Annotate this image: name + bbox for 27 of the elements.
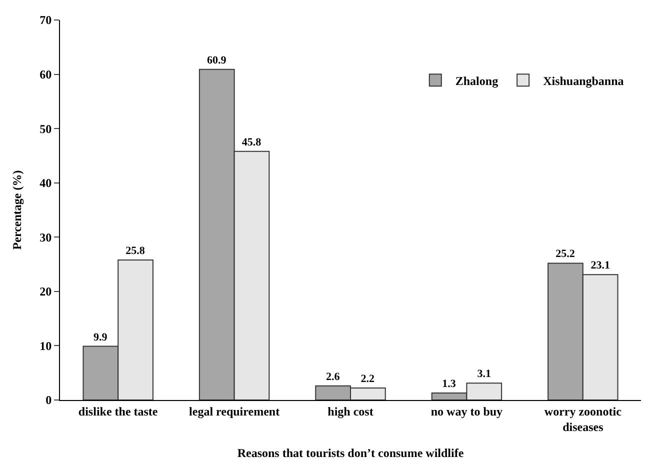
y-tick-label: 70 — [40, 13, 52, 28]
y-tick-label: 30 — [40, 230, 52, 244]
y-tick-label: 0 — [46, 393, 52, 408]
legend-label: Zhalong — [455, 74, 498, 88]
y-tick-label: 50 — [40, 122, 52, 136]
data-label: 3.1 — [477, 368, 492, 380]
y-tick-label: 10 — [40, 338, 52, 353]
data-label: 1.3 — [442, 378, 456, 390]
data-label: 25.8 — [126, 244, 146, 257]
data-label: 60.9 — [206, 54, 227, 66]
data-label: 45.8 — [242, 136, 262, 148]
legend-label: Xishuangbanna — [543, 74, 624, 88]
y-tick-label: 20 — [40, 284, 52, 299]
x-axis-title: Reasons that tourists don’t consume wildlife — [237, 446, 464, 460]
x-tick-label: worry zoonotic diseases — [544, 404, 622, 434]
data-label: 25.2 — [556, 248, 576, 260]
data-label: 2.6 — [326, 370, 340, 383]
y-axis-title: Percentage (%) — [10, 170, 24, 250]
y-tick-label: 40 — [40, 176, 52, 190]
x-tick-label: legal requirement — [189, 404, 280, 418]
data-label: 23.1 — [590, 260, 610, 272]
x-tick-label: no way to buy — [430, 404, 503, 418]
data-label: 2.2 — [360, 373, 376, 386]
data-label: 9.9 — [94, 331, 108, 344]
x-tick-label: high cost — [328, 404, 374, 418]
y-tick-label: 60 — [40, 67, 52, 82]
x-tick-label: dislike the taste — [78, 404, 158, 418]
